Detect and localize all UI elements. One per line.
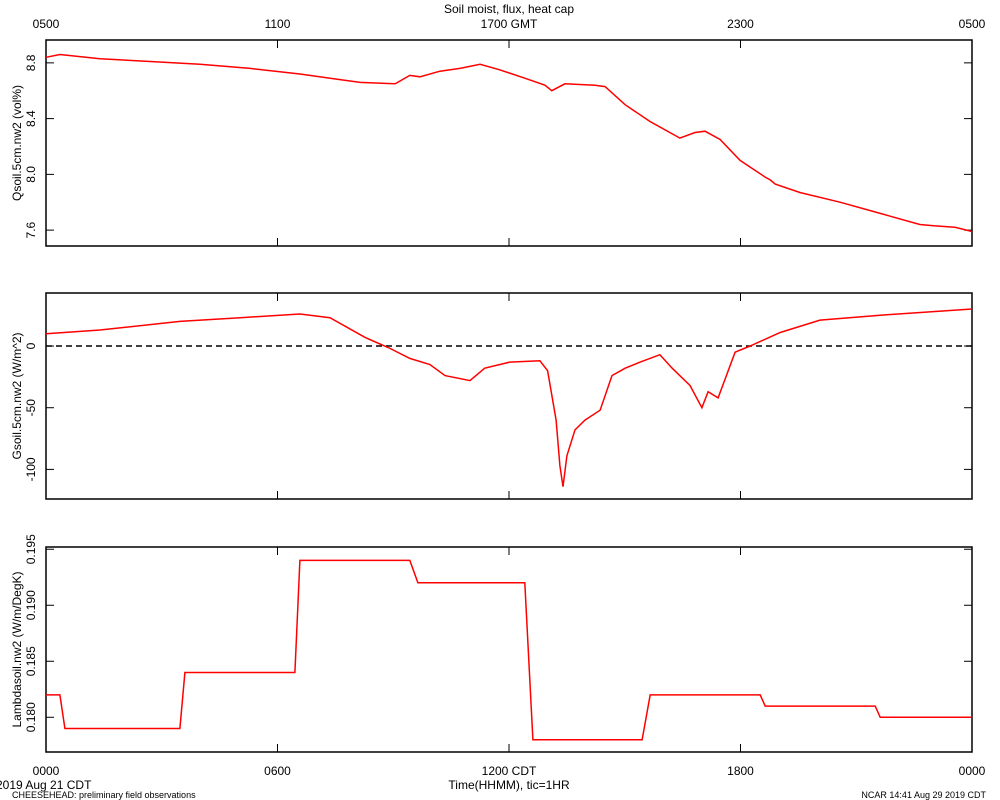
y-tick-label: 8.0: [24, 166, 38, 183]
x2-tick-label: 2300: [727, 17, 754, 31]
y-tick-label: 0.180: [24, 702, 38, 732]
y-axis-label: Lambdasoil.nw2 (W/m/DegK): [10, 571, 24, 727]
x-axis-label: Time(HHMM), tic=1HR: [448, 778, 570, 792]
y-axis-label: Gsoil.5cm.nw2 (W/m^2): [10, 333, 24, 460]
x-tick-label: 0000: [33, 764, 60, 778]
plot-frame: [45, 546, 973, 753]
x2-tick-label: 0500: [33, 17, 60, 31]
plot-frame: [45, 39, 973, 247]
x-tick-label: 1800: [727, 764, 754, 778]
y-axis-label: Qsoil.5cm.nw2 (vol%): [10, 85, 24, 201]
y-tick-label: -100: [24, 457, 38, 481]
x2-tick-label: 0500: [959, 17, 986, 31]
x-tick-label: 0600: [264, 764, 291, 778]
y-tick-label: 0.195: [24, 534, 38, 564]
chart-title: Soil moist, flux, heat cap: [444, 2, 574, 16]
x-tick-label: 1200 CDT: [482, 764, 537, 778]
y-tick-label: 0: [24, 342, 38, 349]
y-tick-label: 8.4: [24, 110, 38, 127]
y-tick-label: -50: [24, 399, 38, 417]
x2-tick-label: 1700 GMT: [481, 17, 538, 31]
footer-left: CHEESEHEAD: preliminary field observatio…: [12, 790, 196, 800]
data-line: [46, 559, 972, 741]
y-tick-label: 7.6: [24, 221, 38, 238]
date-label: 2019 Aug 21 CDT: [0, 778, 92, 792]
y-tick-label: 0.185: [24, 646, 38, 676]
footer-right: NCAR 14:41 Aug 29 2019 CDT: [861, 790, 986, 800]
data-line: [45, 53, 973, 233]
data-line: [45, 308, 973, 487]
plot-frame: [45, 292, 973, 500]
y-tick-label: 8.8: [24, 54, 38, 71]
x2-tick-label: 1100: [265, 17, 291, 31]
y-tick-label: 0.190: [24, 590, 38, 620]
x-tick-label: 0000: [959, 764, 986, 778]
